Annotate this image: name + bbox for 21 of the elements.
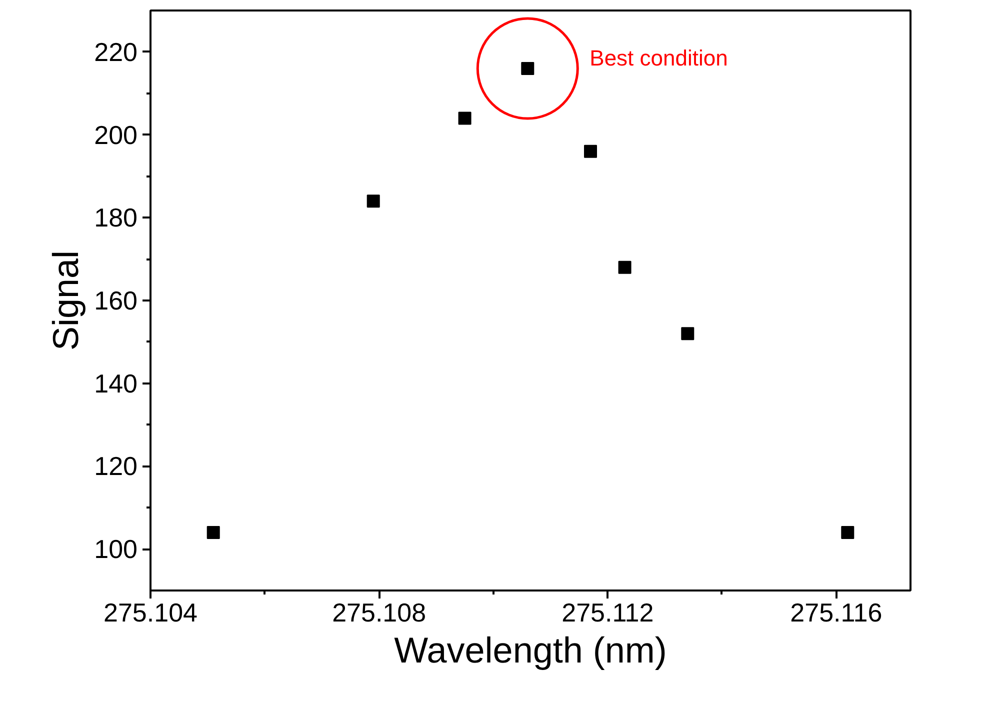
x-tick-label: 275.116 [790, 598, 882, 628]
point [841, 526, 854, 539]
annotation: Best condition [590, 46, 728, 70]
y-axis-title: Signal [45, 250, 86, 351]
point [584, 144, 597, 158]
x-tick-label: 275.104 [104, 598, 198, 628]
point [681, 327, 694, 340]
point [458, 112, 472, 125]
x-tick-label: 275.112 [562, 598, 654, 628]
y-tick-label: 100 [94, 534, 138, 564]
point [618, 260, 632, 274]
y-tick-label: 180 [94, 202, 138, 233]
point [366, 194, 380, 208]
point [206, 526, 220, 539]
y-tick-label: 160 [94, 286, 138, 316]
y-tick-label: 200 [94, 120, 138, 150]
y-tick-label: 220 [94, 36, 138, 67]
y-tick-label: 140 [94, 368, 138, 398]
x-tick-label: 275.108 [332, 598, 426, 628]
y-tick-label: 120 [94, 451, 138, 482]
x-axis-title: Wavelength (nm) [394, 630, 667, 670]
